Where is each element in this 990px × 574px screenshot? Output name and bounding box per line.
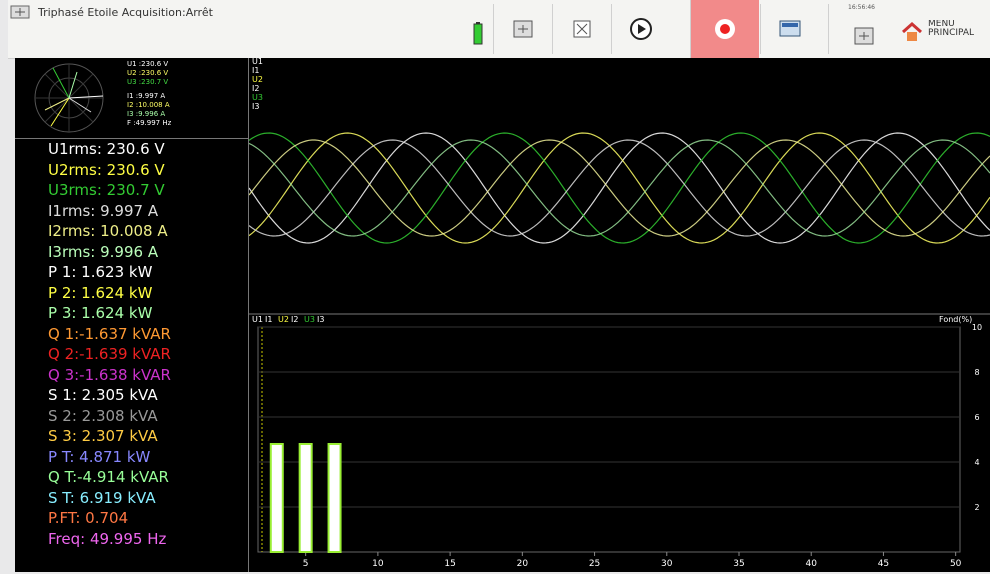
measurement: I1rms: 9.997 A [48,201,159,220]
toolbar: Triphasé Etoile Acquisition:Arrêt 16:56:… [8,0,990,59]
x-tick-label: 15 [444,559,455,569]
plot-frame [257,326,961,553]
measurements-panel: U1 :230.6 V U2 :230.6 V U3 :230.7 V I1 :9.9… [15,58,249,572]
bar [298,443,313,553]
clear-button[interactable] [552,4,611,54]
y-axis-label: Fond(%) [939,315,972,324]
y-tick-label: 4 [974,458,979,467]
measurement: Q T:-4.914 kVAR [48,468,169,486]
measurement: S 3: 2.307 kVA [48,427,158,445]
x-tick-label: 20 [517,559,529,569]
export-button[interactable] [760,4,819,54]
phasor-label: U2 :230.6 V [127,69,169,77]
bar [327,443,342,553]
screenshot-button[interactable] [828,4,899,54]
waveform-label: I2 [252,84,259,93]
record-button[interactable] [690,0,759,58]
legend-entry: I1 [265,315,272,324]
window-title: Triphasé Etoile Acquisition:Arrêt [38,6,213,19]
app-icon [10,5,30,19]
measurement: U2rms: 230.6 V [48,160,165,179]
main-panel: U1 :230.6 V U2 :230.6 V U3 :230.7 V I1 :9.9… [15,58,990,572]
waveform-label: U3 [252,93,263,102]
measurement: Q 1:-1.637 kVAR [48,324,171,343]
save-button[interactable] [493,4,552,54]
y-tick-label: 10 [972,323,982,332]
phasor-diagram [34,63,104,133]
waveform [249,132,990,244]
waveform [249,132,990,244]
phasor-label: I1 :9.997 A [127,92,166,100]
measurement: Q 3:-1.638 kVAR [48,365,171,384]
bar [269,443,284,553]
waveform [249,139,990,237]
legend-entry: U1 [252,315,263,324]
x-tick-label: 10 [372,559,384,569]
waveform-label: I3 [252,102,259,111]
battery [473,22,483,45]
measurement: I3rms: 9.996 A [48,242,159,261]
waveform [249,139,990,237]
waveform-label: U1 [252,58,263,66]
measurement: P 2: 1.624 kW [48,283,153,302]
y-tick-label: 6 [974,413,979,422]
legend-entry: I2 [291,315,298,324]
measurement: P.FT: 0.704 [48,509,129,527]
x-tick-label: 35 [733,559,744,569]
main-menu-button[interactable]: MENU PRINCIPAL [928,20,975,38]
phasor-label: U3 :230.7 V [127,78,169,86]
legend-entry: I3 [317,315,324,324]
waveform [249,132,990,244]
waveform-label: U2 [252,75,263,84]
clock: 16:56:46 [848,4,875,11]
x-tick-label: 40 [805,559,817,569]
x-tick-label: 25 [589,559,600,569]
play-button[interactable] [611,4,670,54]
x-tick-label: 50 [950,559,962,569]
measurement: Freq: 49.995 Hz [48,529,167,548]
measurement: I2rms: 10.008 A [48,222,168,240]
waveform-label: I1 [252,66,259,75]
x-tick-label: 45 [878,559,889,569]
x-tick-label: 30 [661,559,673,569]
legend-entry: U2 [278,315,289,324]
measurement: P 3: 1.624 kW [48,304,153,322]
measurement: U3rms: 230.7 V [48,181,165,199]
home-icon [902,22,922,41]
measurement: Q 2:-1.639 kVAR [48,345,171,363]
x-tick-label: 5 [303,559,309,569]
measurement: P T: 4.871 kW [48,447,151,466]
phasor-panel: U1 :230.6 V U2 :230.6 V U3 :230.7 V I1 :9.9… [15,58,248,139]
measurement: P 1: 1.623 kW [48,263,153,281]
measurement: S 2: 2.308 kVA [48,406,158,425]
y-tick-label: 2 [974,503,979,512]
measurement: S 1: 2.305 kVA [48,386,158,404]
measurement: U1rms: 230.6 V [48,140,165,158]
phasor-label: I2 :10.008 A [127,101,170,109]
waveform [249,139,990,237]
legend-entry: U3 [304,315,315,324]
y-tick-label: 8 [974,368,979,377]
phasor-label: F :49.997 Hz [127,119,172,127]
phasor-label: U1 :230.6 V [127,60,169,68]
measurement: S T: 6.919 kVA [48,488,156,507]
phasor-label: I3 :9.996 A [127,110,166,118]
